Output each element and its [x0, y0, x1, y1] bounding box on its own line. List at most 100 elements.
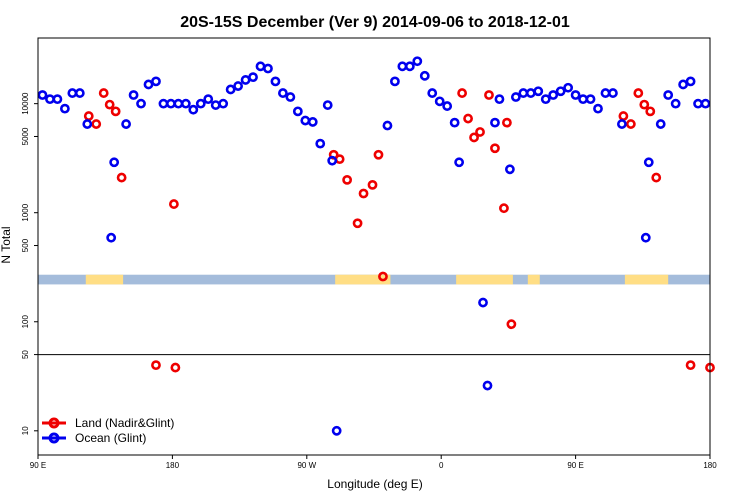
ocean-point: [322, 100, 333, 110]
ocean-point: [180, 98, 191, 109]
land-point: [475, 127, 485, 137]
legend-ocean-label: Ocean (Glint): [75, 431, 146, 445]
ocean-point: [315, 138, 326, 149]
land-band-segment: [85, 274, 124, 285]
land-point: [378, 271, 388, 282]
land-point: [463, 113, 473, 124]
ocean-point: [255, 61, 266, 72]
legend: Land (Nadir&Glint) Ocean (Glint): [42, 416, 174, 445]
ocean-point: [504, 164, 515, 175]
land-point: [116, 172, 127, 183]
ocean-point: [608, 88, 618, 98]
ocean-point: [331, 425, 342, 436]
land-point: [373, 149, 384, 160]
ocean-point: [136, 98, 146, 109]
ocean-point: [151, 76, 161, 87]
land-point: [645, 106, 656, 117]
land-point: [633, 88, 644, 98]
land-point: [334, 154, 345, 165]
land-point: [639, 99, 650, 110]
ocean-point: [419, 70, 430, 81]
ocean-point: [45, 94, 55, 105]
x-tick-label: 0: [439, 461, 444, 470]
y-axis-tick-labels: 10 50 100 500 1000 5000 10000: [21, 92, 30, 435]
ocean-point: [490, 117, 500, 128]
y-axis-label: N Total: [0, 226, 13, 263]
ocean-point: [166, 98, 176, 109]
legend-land-label: Land (Nadir&Glint): [75, 416, 174, 430]
land-point: [168, 199, 179, 209]
ocean-point: [307, 117, 318, 127]
legend-item-land: Land (Nadir&Glint): [42, 416, 174, 430]
ocean-point: [442, 101, 453, 111]
ocean-point: [292, 106, 303, 117]
ocean-point: [59, 103, 70, 114]
ocean-point: [570, 90, 581, 100]
ocean-point: [195, 98, 206, 109]
land-point: [502, 117, 512, 128]
ocean-point: [143, 79, 154, 90]
ocean-point: [593, 103, 603, 114]
ocean-point: [454, 157, 465, 168]
chart-title: 20S-15S December (Ver 9) 2014-09-06 to 2…: [180, 14, 570, 31]
ocean-point: [693, 98, 703, 109]
land-series: [83, 88, 715, 373]
land-point: [625, 119, 636, 129]
land-point: [358, 188, 369, 199]
land-point: [352, 218, 363, 229]
land-point: [469, 132, 479, 143]
ocean-series: [37, 56, 711, 436]
ocean-point: [548, 90, 559, 100]
ocean-point: [67, 88, 78, 98]
ocean-point: [404, 61, 415, 72]
land-point: [110, 106, 121, 117]
land-point: [83, 111, 94, 121]
ocean-point: [203, 94, 214, 105]
ocean-point: [655, 119, 666, 129]
ocean-point: [685, 76, 696, 87]
ocean-point: [678, 79, 689, 90]
x-axis-tick-labels: 90 E 180 90 W 0 90 E 180: [30, 461, 717, 470]
ocean-point: [128, 90, 139, 100]
ocean-point: [525, 88, 536, 98]
ocean-point: [109, 157, 120, 168]
land-band-segment: [456, 274, 513, 285]
ocean-point: [663, 90, 674, 100]
ocean-point: [285, 92, 296, 102]
y-tick-label: 1000: [21, 203, 30, 221]
ocean-point: [382, 120, 393, 131]
ocean-point: [640, 232, 651, 243]
ocean-point: [555, 86, 566, 97]
ocean-point: [218, 98, 229, 109]
land-point: [457, 88, 468, 98]
legend-land-marker: [48, 417, 60, 429]
land-point: [651, 172, 662, 183]
land-band-segment: [527, 274, 540, 285]
ocean-point: [263, 63, 273, 74]
y-tick-label: 5000: [21, 127, 30, 145]
ocean-point: [700, 98, 711, 109]
ocean-point: [173, 98, 184, 109]
ocean-point: [390, 76, 400, 87]
ocean-point: [270, 76, 281, 87]
ocean-point: [518, 88, 529, 98]
y-tick-label: 10000: [21, 92, 30, 115]
land-point: [151, 360, 161, 371]
ocean-point: [449, 117, 460, 128]
legend-item-ocean: Ocean (Glint): [42, 431, 146, 445]
y-tick-label: 500: [21, 238, 30, 252]
ocean-point: [225, 84, 236, 95]
x-tick-label: 90 E: [30, 461, 46, 470]
land-point: [170, 362, 181, 373]
land-point: [342, 174, 353, 185]
y-tick-label: 50: [21, 350, 30, 359]
ocean-point: [616, 119, 627, 129]
ocean-point: [52, 94, 63, 105]
y-axis-ticks: [34, 103, 38, 432]
ocean-point: [327, 155, 338, 166]
land-band-segment: [624, 274, 669, 285]
ocean-point: [74, 88, 85, 98]
ocean-point: [397, 61, 408, 72]
ocean-point: [158, 98, 169, 109]
